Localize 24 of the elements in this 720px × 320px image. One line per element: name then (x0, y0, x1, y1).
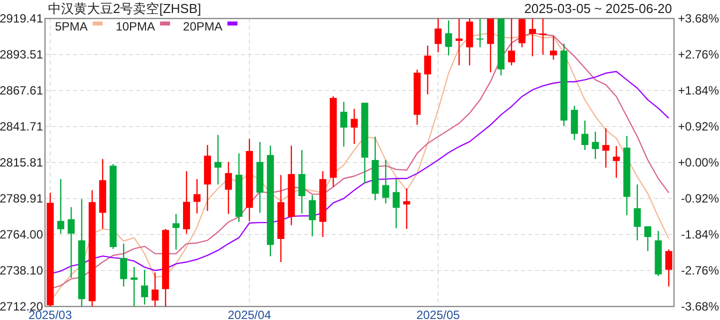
ytick: 2893.51 (0, 48, 43, 62)
xtick: 2025/05 (416, 308, 460, 320)
y2tick: -2.76% (680, 264, 719, 278)
y2tick: +1.84% (678, 84, 719, 98)
y2tick: -0.92% (680, 192, 719, 206)
ytick: 2815.81 (0, 156, 43, 170)
xtick: 2025/04 (228, 308, 272, 320)
legend-label: 10PMA (116, 20, 156, 34)
title: 中汉黄大豆2号卖空[ZHSB] (48, 1, 202, 16)
y2tick: +3.68% (678, 12, 719, 26)
y2tick: +0.92% (678, 120, 719, 134)
y2tick: -3.68% (680, 300, 719, 314)
ytick: 2867.61 (0, 84, 43, 98)
ytick: 2738.10 (0, 264, 43, 278)
subtitle: 2025-03-05 ~ 2025-06-20 (524, 1, 672, 16)
ytick: 2764.00 (0, 228, 43, 242)
ytick: 2789.91 (0, 192, 43, 206)
y2tick: +0.00% (678, 156, 719, 170)
y2tick: +2.76% (678, 48, 719, 62)
legend-label: 20PMA (183, 20, 222, 34)
ytick: 2841.71 (0, 120, 43, 134)
legend-label: 5PMA (55, 20, 88, 34)
ytick: 2919.41 (0, 12, 43, 26)
y2tick: -1.84% (680, 228, 719, 242)
